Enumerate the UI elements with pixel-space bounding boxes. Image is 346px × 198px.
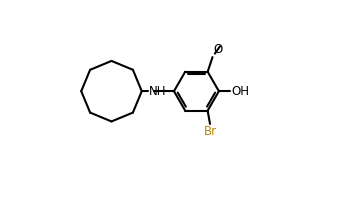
Text: O: O [213,43,222,56]
Text: NH: NH [148,85,166,98]
Text: Br: Br [203,125,217,138]
Text: OH: OH [231,85,249,98]
